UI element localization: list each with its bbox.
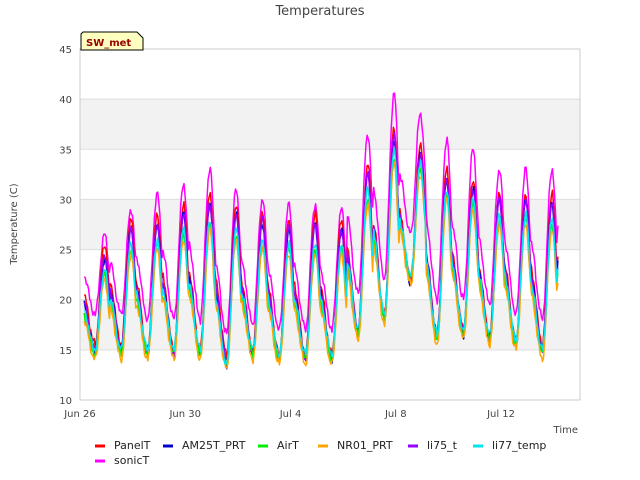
series-line-NR01_PRT xyxy=(83,160,559,369)
x-tick-label: Jun 30 xyxy=(168,409,201,420)
legend-label: li77_temp xyxy=(492,439,546,452)
legend-label: NR01_PRT xyxy=(337,439,393,452)
x-tick-label: Jul 12 xyxy=(486,409,515,420)
y-tick-label: 20 xyxy=(59,296,72,307)
legend-label: PanelT xyxy=(114,439,151,452)
legend-label: AirT xyxy=(277,439,299,452)
legend-label: li75_t xyxy=(427,439,458,452)
legend: PanelT AM25T_PRT AirT NR01_PRT li75_t li77_te… xyxy=(95,439,546,467)
annotation-shape xyxy=(80,31,144,51)
series-lines xyxy=(83,92,559,370)
y-tick-label: 25 xyxy=(59,246,72,257)
legend-label: sonicT xyxy=(114,454,150,467)
x-axis-ticks: Jun 26 Jun 30 Jul 4 Jul 8 Jul 12 xyxy=(63,409,515,420)
grid-band xyxy=(80,299,580,350)
y-axis-ticks: 10 15 20 25 30 35 40 45 xyxy=(59,45,72,407)
chart-title: Temperatures xyxy=(274,4,364,19)
y-tick-label: 30 xyxy=(59,195,72,206)
y-tick-label: 10 xyxy=(59,396,72,407)
y-axis-label: Temperature (C) xyxy=(9,183,20,265)
grid-band xyxy=(80,99,580,150)
annotation-box: SW_met xyxy=(80,31,144,51)
y-tick-label: 35 xyxy=(59,145,72,156)
annotation-label: SW_met xyxy=(86,38,131,49)
series-line-li77_temp xyxy=(84,148,559,365)
x-tick-label: Jul 8 xyxy=(384,409,407,420)
x-tick-label: Jun 26 xyxy=(63,409,96,420)
plot-frame xyxy=(79,48,581,401)
series-line-sonicT xyxy=(83,92,559,335)
x-axis-label: Time xyxy=(553,425,578,436)
y-tick-label: 40 xyxy=(59,95,72,106)
x-tick-label: Jul 4 xyxy=(279,409,302,420)
legend-label: AM25T_PRT xyxy=(182,439,246,452)
y-tick-label: 15 xyxy=(59,346,72,357)
y-tick-label: 45 xyxy=(59,45,72,56)
